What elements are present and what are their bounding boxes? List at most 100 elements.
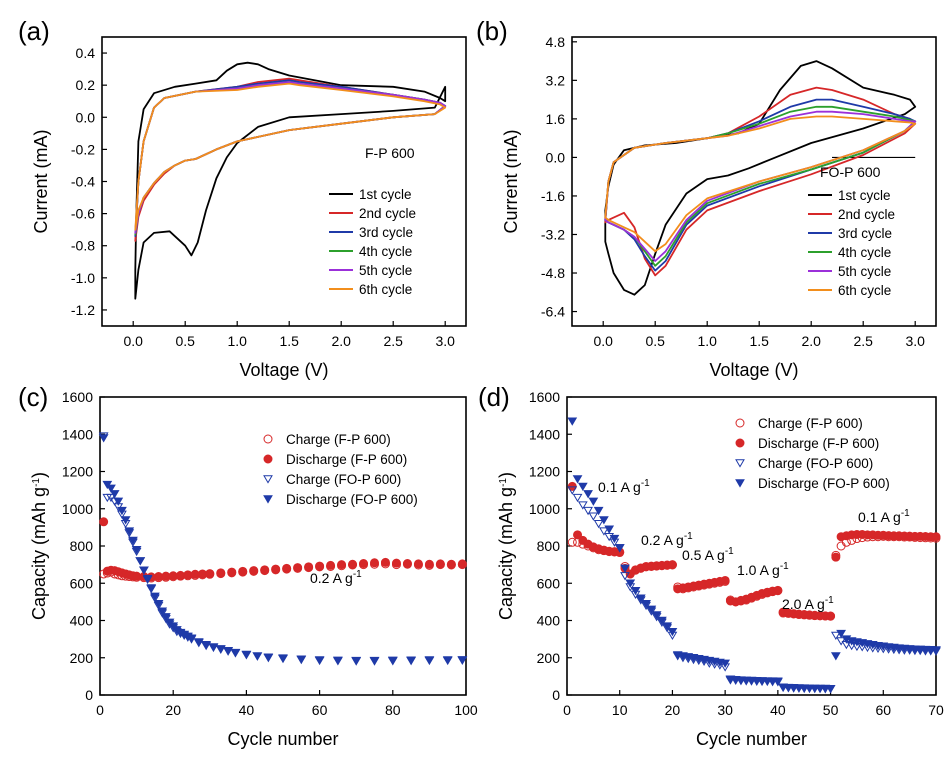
data-point: [117, 506, 127, 516]
data-point: [337, 560, 347, 570]
data-point: [442, 656, 453, 665]
data-point: [599, 527, 609, 536]
data-point: [593, 506, 604, 516]
legend-label: 3rd cycle: [359, 225, 413, 240]
y-tick-label: 0: [85, 687, 93, 703]
x-tick-label: 40: [770, 702, 786, 718]
legend-label: 6th cycle: [838, 283, 891, 298]
data-point: [599, 516, 609, 525]
data-point: [577, 482, 588, 491]
y-tick-label: 1600: [62, 389, 93, 405]
y-tick-label: 1.6: [546, 111, 566, 127]
y-tick-label: 600: [537, 575, 561, 591]
data-point: [205, 569, 215, 579]
data-point: [593, 519, 604, 529]
y-tick-label: 200: [70, 650, 94, 666]
x-tick-label: 3.0: [905, 333, 925, 349]
legend-label: Discharge (F-P 600): [758, 436, 879, 451]
data-point: [142, 574, 153, 584]
legend-label: 2nd cycle: [359, 206, 416, 221]
y-tick-label: 0.0: [76, 109, 96, 125]
data-point: [249, 566, 259, 576]
data-point: [208, 643, 219, 652]
data-point: [131, 546, 142, 555]
rate-annotation: 2.0 A g-1: [782, 595, 834, 612]
y-tick-label: 800: [537, 538, 561, 554]
data-point: [830, 652, 841, 661]
y-axis-label: Current (mA): [501, 129, 521, 233]
data-point: [176, 570, 186, 580]
data-point: [333, 656, 343, 665]
legend-label: 4th cycle: [838, 245, 891, 260]
legend-label: 3rd cycle: [838, 226, 892, 241]
data-point: [604, 525, 615, 534]
x-tick-label: 60: [875, 702, 891, 718]
data-point: [457, 559, 467, 569]
data-point: [150, 592, 160, 601]
data-point: [620, 564, 630, 573]
data-point: [720, 659, 731, 668]
data-point: [161, 571, 171, 581]
data-point: [773, 585, 783, 595]
x-tick-label: 3.0: [435, 333, 455, 349]
data-point: [223, 646, 233, 656]
data-point: [380, 557, 390, 567]
legend-marker: [735, 438, 745, 448]
panel-label: (d): [478, 382, 510, 412]
y-tick-label: 1200: [62, 464, 93, 480]
data-point: [314, 656, 325, 665]
data-point: [609, 534, 620, 544]
x-tick-label: 50: [823, 702, 839, 718]
legend-marker: [263, 434, 273, 444]
x-tick-label: 0.0: [593, 333, 613, 349]
legend-label: Discharge (FO-P 600): [758, 476, 890, 491]
rate-annotation: 0.1 A g-1: [598, 478, 650, 495]
x-tick-label: 0.5: [645, 333, 665, 349]
data-point: [567, 481, 577, 491]
data-point: [577, 501, 588, 510]
data-point: [588, 497, 599, 506]
legend-marker: [735, 418, 745, 428]
legend-label: 1st cycle: [838, 188, 891, 203]
data-point: [831, 552, 841, 562]
x-tick-label: 10: [612, 702, 628, 718]
y-tick-label: 800: [70, 538, 94, 554]
data-point: [157, 607, 168, 616]
legend-label: 4th cycle: [359, 244, 412, 259]
data-point: [630, 587, 641, 596]
data-point: [128, 536, 138, 545]
data-point: [370, 558, 379, 568]
x-tick-label: 1.5: [749, 333, 769, 349]
x-tick-label: 80: [385, 702, 401, 718]
legend-label: 2nd cycle: [838, 207, 895, 222]
data-point: [614, 544, 625, 553]
x-tick-label: 2.0: [801, 333, 821, 349]
data-point: [154, 572, 164, 582]
data-point: [657, 616, 667, 626]
y-tick-label: 1200: [529, 464, 560, 480]
legend-label: 1st cycle: [359, 187, 412, 202]
data-point: [260, 565, 270, 575]
rate-annotation: 0.1 A g-1: [858, 508, 910, 525]
data-point: [109, 490, 120, 499]
data-point: [720, 575, 730, 585]
panel-label: (b): [476, 16, 508, 46]
rate-annotation: 0.2 A g-1: [641, 531, 693, 548]
data-point: [99, 517, 109, 527]
data-point: [135, 557, 146, 566]
panel-b: 0.0 0.5 1.0 1.5 2.0 2.5 3.0 4.8 3.2 1.6 0.0 -1.6 -3.…: [476, 16, 937, 380]
y-tick-label: 3.2: [546, 72, 566, 88]
y-tick-label: 4.8: [546, 34, 566, 50]
x-tick-label: 1.0: [697, 333, 717, 349]
legend-label: Discharge (F-P 600): [286, 452, 407, 467]
data-point: [424, 656, 435, 665]
panel-label: (c): [18, 382, 48, 412]
data-point: [402, 559, 412, 569]
y-tick-label: 1000: [62, 501, 93, 517]
x-tick-label: 2.0: [331, 333, 351, 349]
x-tick-label: 60: [312, 702, 328, 718]
legend-marker: [263, 475, 273, 484]
x-tick-label: 1.0: [227, 333, 247, 349]
data-point: [201, 641, 212, 650]
data-point: [183, 570, 193, 580]
